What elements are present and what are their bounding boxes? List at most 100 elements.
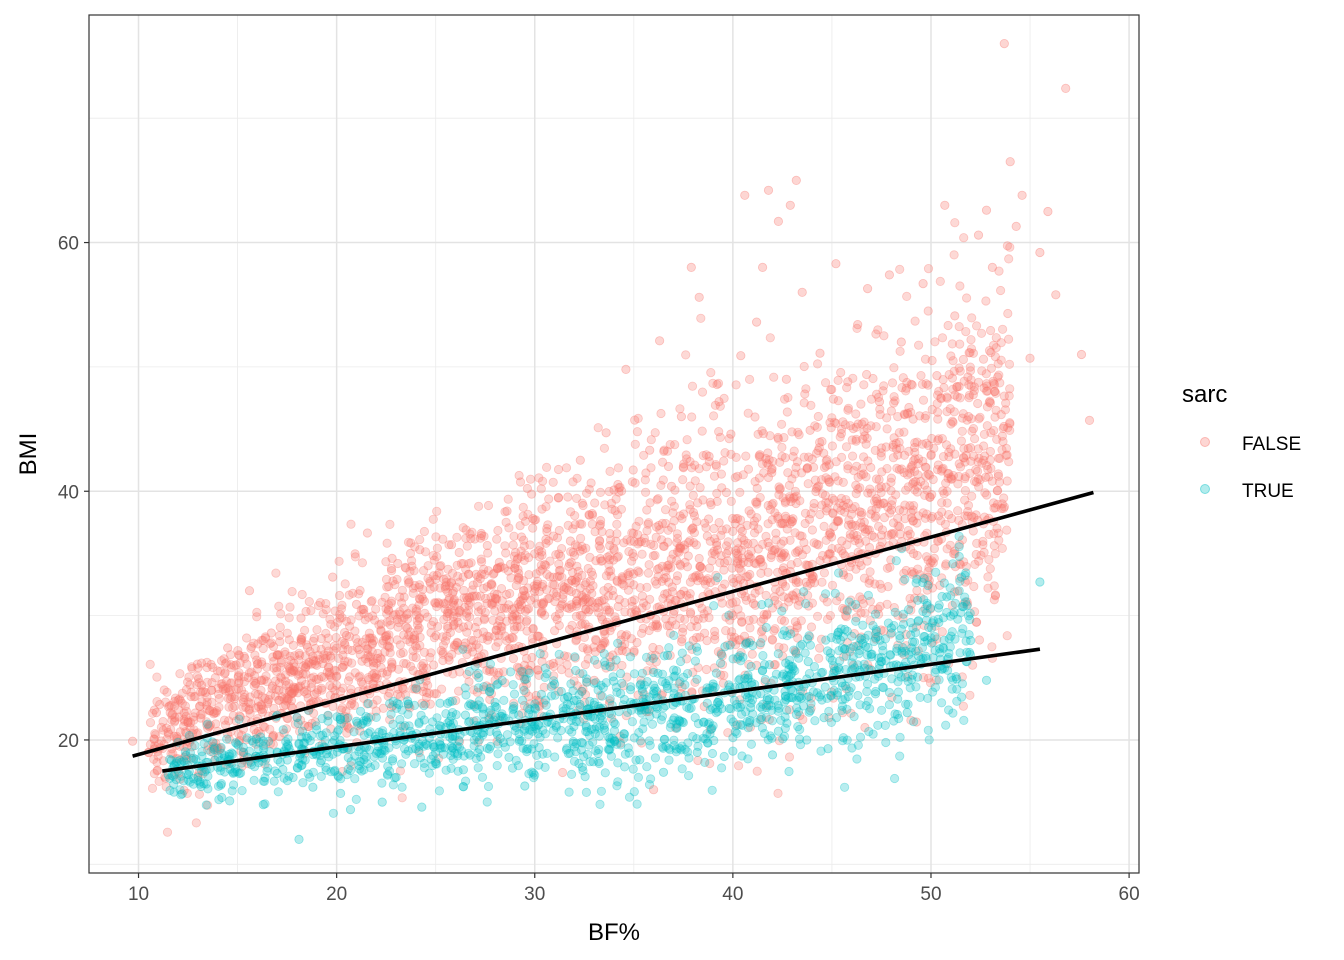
density-point-false — [969, 512, 979, 523]
density-point-true — [619, 694, 630, 705]
density-point-false — [615, 731, 625, 741]
density-point-false — [432, 552, 442, 562]
density-point-false — [983, 583, 993, 593]
density-point-false — [723, 556, 733, 566]
density-point-true — [191, 754, 201, 764]
density-point-false — [698, 495, 708, 505]
density-point-false — [968, 390, 978, 400]
density-point-false — [350, 552, 360, 562]
density-point-true — [459, 751, 469, 761]
density-point-false — [510, 563, 520, 573]
density-point-false — [633, 539, 643, 549]
density-point-true — [669, 630, 679, 641]
density-point-false — [386, 566, 397, 576]
density-point-false — [454, 605, 465, 616]
density-point-false — [586, 478, 596, 488]
density-point-true — [795, 724, 805, 735]
density-point-false — [997, 324, 1008, 334]
density-point-false — [802, 464, 812, 474]
density-point-false — [325, 690, 335, 700]
density-point-true — [675, 656, 686, 667]
density-point-false — [289, 651, 300, 661]
x-tick-label: 60 — [1119, 884, 1140, 905]
density-point-false — [583, 597, 594, 607]
density-point-false — [397, 614, 407, 625]
density-point-false — [464, 677, 474, 687]
density-point-false — [631, 607, 642, 617]
density-point-false — [301, 640, 312, 650]
density-point-true — [217, 792, 227, 803]
density-point-false — [296, 637, 306, 648]
density-point-false — [812, 539, 822, 549]
density-point-false — [937, 464, 947, 474]
point-false — [415, 545, 425, 555]
density-point-false — [958, 557, 969, 567]
density-point-true — [816, 690, 826, 700]
density-point-false — [679, 540, 690, 550]
density-point-true — [668, 665, 679, 675]
density-point-false — [366, 597, 376, 607]
density-point-false — [168, 709, 178, 719]
density-point-true — [520, 674, 530, 684]
density-point-false — [217, 678, 227, 689]
density-point-false — [713, 378, 724, 388]
density-point-false — [675, 541, 686, 552]
density-point-true — [952, 684, 962, 694]
density-point-false — [408, 588, 418, 598]
density-point-true — [303, 769, 313, 779]
density-point-true — [702, 698, 712, 708]
density-point-false — [550, 596, 560, 607]
density-point-false — [690, 677, 700, 688]
density-point-false — [990, 591, 1001, 601]
density-point-false — [960, 495, 970, 505]
density-point-false — [340, 714, 350, 725]
density-point-false — [353, 638, 363, 648]
density-point-false — [566, 586, 577, 597]
density-point-false — [534, 545, 544, 556]
density-point-false — [711, 537, 722, 548]
density-point-false — [989, 503, 999, 513]
density-point-false — [571, 493, 582, 503]
density-point-false — [435, 561, 445, 572]
density-point-false — [537, 656, 547, 667]
density-point-false — [617, 641, 627, 651]
density-point-false — [780, 511, 791, 521]
density-point-false — [160, 772, 170, 782]
point-false — [654, 336, 665, 346]
density-point-false — [656, 690, 667, 701]
density-point-false — [271, 663, 282, 673]
density-point-false — [785, 519, 795, 529]
density-point-true — [275, 757, 285, 767]
density-point-false — [290, 683, 300, 693]
density-point-false — [252, 607, 262, 618]
density-point-false — [336, 604, 346, 614]
density-point-true — [585, 712, 596, 722]
density-point-false — [249, 670, 260, 681]
density-point-false — [334, 556, 344, 566]
density-point-false — [630, 415, 640, 425]
density-point-true — [493, 749, 503, 759]
density-point-false — [417, 661, 427, 671]
density-point-false — [260, 722, 270, 732]
density-point-false — [306, 605, 316, 616]
density-point-true — [613, 758, 623, 768]
density-point-false — [614, 594, 624, 605]
density-point-false — [688, 667, 698, 677]
density-point-false — [858, 599, 868, 609]
density-point-false — [1005, 384, 1015, 394]
density-point-false — [923, 673, 934, 683]
density-point-false — [656, 480, 666, 490]
point-false — [940, 200, 950, 210]
density-point-false — [791, 578, 801, 588]
density-point-false — [753, 524, 763, 534]
density-point-false — [824, 460, 835, 470]
density-point-false — [984, 472, 994, 482]
density-point-true — [863, 590, 874, 601]
density-point-false — [552, 614, 562, 625]
point-false — [236, 685, 247, 695]
density-point-false — [993, 469, 1003, 479]
point-true — [823, 744, 833, 754]
density-point-true — [564, 787, 574, 797]
density-point-true — [784, 766, 794, 777]
point-true — [678, 717, 688, 728]
